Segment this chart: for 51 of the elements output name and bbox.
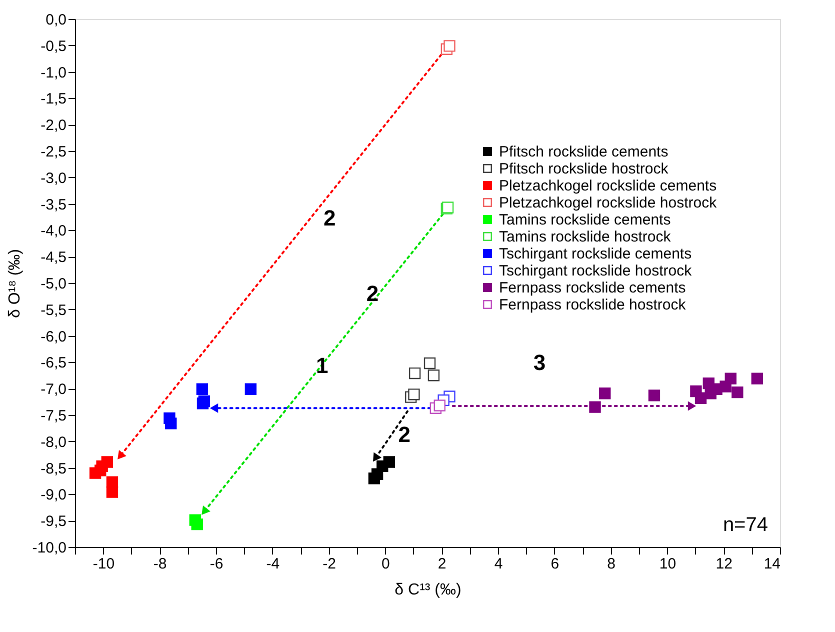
legend-label: Tschirgant rockslide cements: [499, 246, 692, 262]
y-tick-label: -9,0: [40, 486, 66, 504]
x-tick-label: 10: [659, 556, 676, 572]
x-tick-label: 14: [764, 556, 780, 572]
y-tick-label: -2,0: [40, 117, 66, 134]
x-tick-label: -6: [210, 556, 224, 572]
x-tick-label: 12: [716, 556, 732, 572]
x-tick-label: 4: [494, 556, 503, 572]
y-tick-label: -4,5: [40, 249, 66, 266]
y-tick-label: -6,5: [40, 354, 66, 372]
y-tick-label: -4,0: [40, 222, 66, 240]
legend-label: Tamins rockslide cements: [499, 212, 671, 228]
x-tick-label: -8: [153, 556, 167, 572]
x-tick-label: 2: [438, 556, 446, 572]
y-tick-label: -8,5: [40, 460, 66, 478]
legend-label: Fernpass rockslide hostrock: [499, 296, 686, 314]
y-tick-label: -0,5: [40, 38, 66, 55]
annotation: 3: [533, 350, 546, 376]
y-tick-label: -5,0: [40, 276, 66, 292]
annotation: 2: [366, 280, 379, 306]
y-tick-label: -2,5: [40, 144, 66, 160]
y-tick-label: -1,0: [40, 64, 66, 82]
annotation: 2: [323, 206, 336, 231]
x-tick-label: -4: [266, 556, 280, 572]
x-tick-label: 8: [607, 556, 616, 572]
legend-label: Pletzachkogel rockslide cements: [499, 178, 717, 194]
y-tick-label: -7,0: [40, 381, 66, 398]
y-tick-label: -3,5: [40, 196, 66, 214]
x-tick-label: -10: [92, 556, 115, 572]
x-tick-label: -2: [322, 556, 336, 572]
y-tick-label: -5,5: [40, 302, 66, 319]
legend-label: Fernpass rockslide cements: [499, 280, 686, 296]
annotation: n=74: [722, 514, 768, 536]
y-axis-title: δ O¹⁸ (‰): [6, 249, 24, 318]
legend-label: Tamins rockslide hostrock: [499, 228, 672, 246]
x-tick-label: 0: [382, 556, 390, 572]
y-tick-label: 0,0: [46, 12, 66, 28]
x-axis-title: δ C¹³ (‰): [394, 582, 462, 598]
y-tick-label: -9,5: [40, 513, 66, 530]
annotation: 2: [398, 422, 411, 447]
legend-label: Pfitsch rockslide cements: [499, 144, 668, 160]
x-tick-label: 6: [550, 556, 560, 572]
legend-label: Tschirgant rockslide hostrock: [499, 262, 692, 280]
y-tick-label: -10,0: [32, 540, 66, 556]
y-tick-label: -7,5: [40, 408, 66, 424]
legend-label: Pletzachkogel rockslide hostrock: [499, 194, 718, 212]
y-tick-label: -8,0: [40, 434, 66, 451]
legend-label: Pfitsch rockslide hostrock: [499, 160, 669, 178]
y-tick-label: -3,0: [40, 170, 66, 187]
y-tick-label: -6,0: [40, 328, 66, 346]
y-tick-label: -1,5: [40, 90, 66, 108]
